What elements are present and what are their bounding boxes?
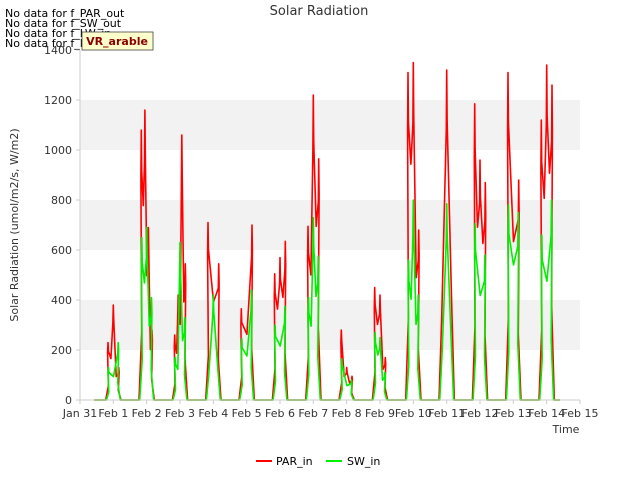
x-tick-label: Feb 9: [365, 407, 395, 420]
no-data-note-1: No data for f_PAR_out: [5, 7, 125, 20]
x-tick-label: Feb 3: [165, 407, 195, 420]
x-tick-label: Feb 7: [298, 407, 328, 420]
grid-bands: [80, 50, 580, 400]
x-tick-label: Feb 6: [265, 407, 295, 420]
y-axis-label: Solar Radiation (umol/m2/s, W/m2): [8, 128, 21, 321]
x-tick-label: Feb 15: [562, 407, 599, 420]
grid-band: [80, 100, 580, 150]
grid-band: [80, 150, 580, 200]
y-ticks: 0 200 400 600 800 1000 1200 1400: [44, 44, 80, 407]
series-line-sw-in: [94, 199, 560, 401]
series-sw-in: [94, 199, 560, 401]
x-axis-label: Time: [552, 423, 580, 436]
no-data-note-4: No data for f_LW_out: [5, 37, 120, 50]
y-tick-label: 800: [51, 194, 72, 207]
legend-label-par-in: PAR_in: [276, 455, 313, 468]
x-tick-label: Feb 14: [528, 407, 565, 420]
x-ticks: Jan 31 Feb 1 Feb 2 Feb 3 Feb 4 Feb 5 Feb 6 Feb …: [62, 400, 599, 420]
x-tick-label: Feb 1: [98, 407, 128, 420]
chart-title: Solar Radiation: [270, 4, 369, 19]
y-tick-label: 0: [65, 394, 72, 407]
x-tick-label: Feb 12: [462, 407, 499, 420]
legend-label-sw-in: SW_in: [347, 455, 380, 468]
x-tick-label: Feb 8: [332, 407, 362, 420]
badge-box: [81, 31, 154, 51]
grid-band: [80, 200, 580, 250]
no-data-note-2: No data for f_SW_out: [5, 17, 122, 30]
y-tick-label: 400: [51, 294, 72, 307]
x-tick-label: Feb 10: [395, 407, 432, 420]
y-tick-label: 600: [51, 244, 72, 257]
x-tick-label: Jan 31: [62, 407, 97, 420]
axes: [79, 50, 580, 401]
badge-label: VR_arable: [86, 35, 148, 48]
grid-band: [80, 250, 580, 300]
y-tick-label: 1000: [44, 144, 72, 157]
no-data-note-3: No data for f_LW_in: [5, 27, 112, 40]
y-tick-label: 1400: [44, 44, 72, 57]
x-tick-label: Feb 11: [428, 407, 465, 420]
y-tick-label: 1200: [44, 94, 72, 107]
grid-band: [80, 50, 580, 100]
legend: PAR_in SW_in: [256, 455, 380, 468]
badge: VR_arable: [81, 31, 154, 51]
grid-band: [80, 300, 580, 350]
y-tick-label: 200: [51, 344, 72, 357]
grid-band: [80, 350, 580, 400]
x-tick-label: Feb 5: [232, 407, 262, 420]
series-layer: [94, 61, 560, 401]
x-tick-label: Feb 2: [132, 407, 162, 420]
x-tick-label: Feb 13: [495, 407, 532, 420]
x-tick-label: Feb 4: [198, 407, 228, 420]
